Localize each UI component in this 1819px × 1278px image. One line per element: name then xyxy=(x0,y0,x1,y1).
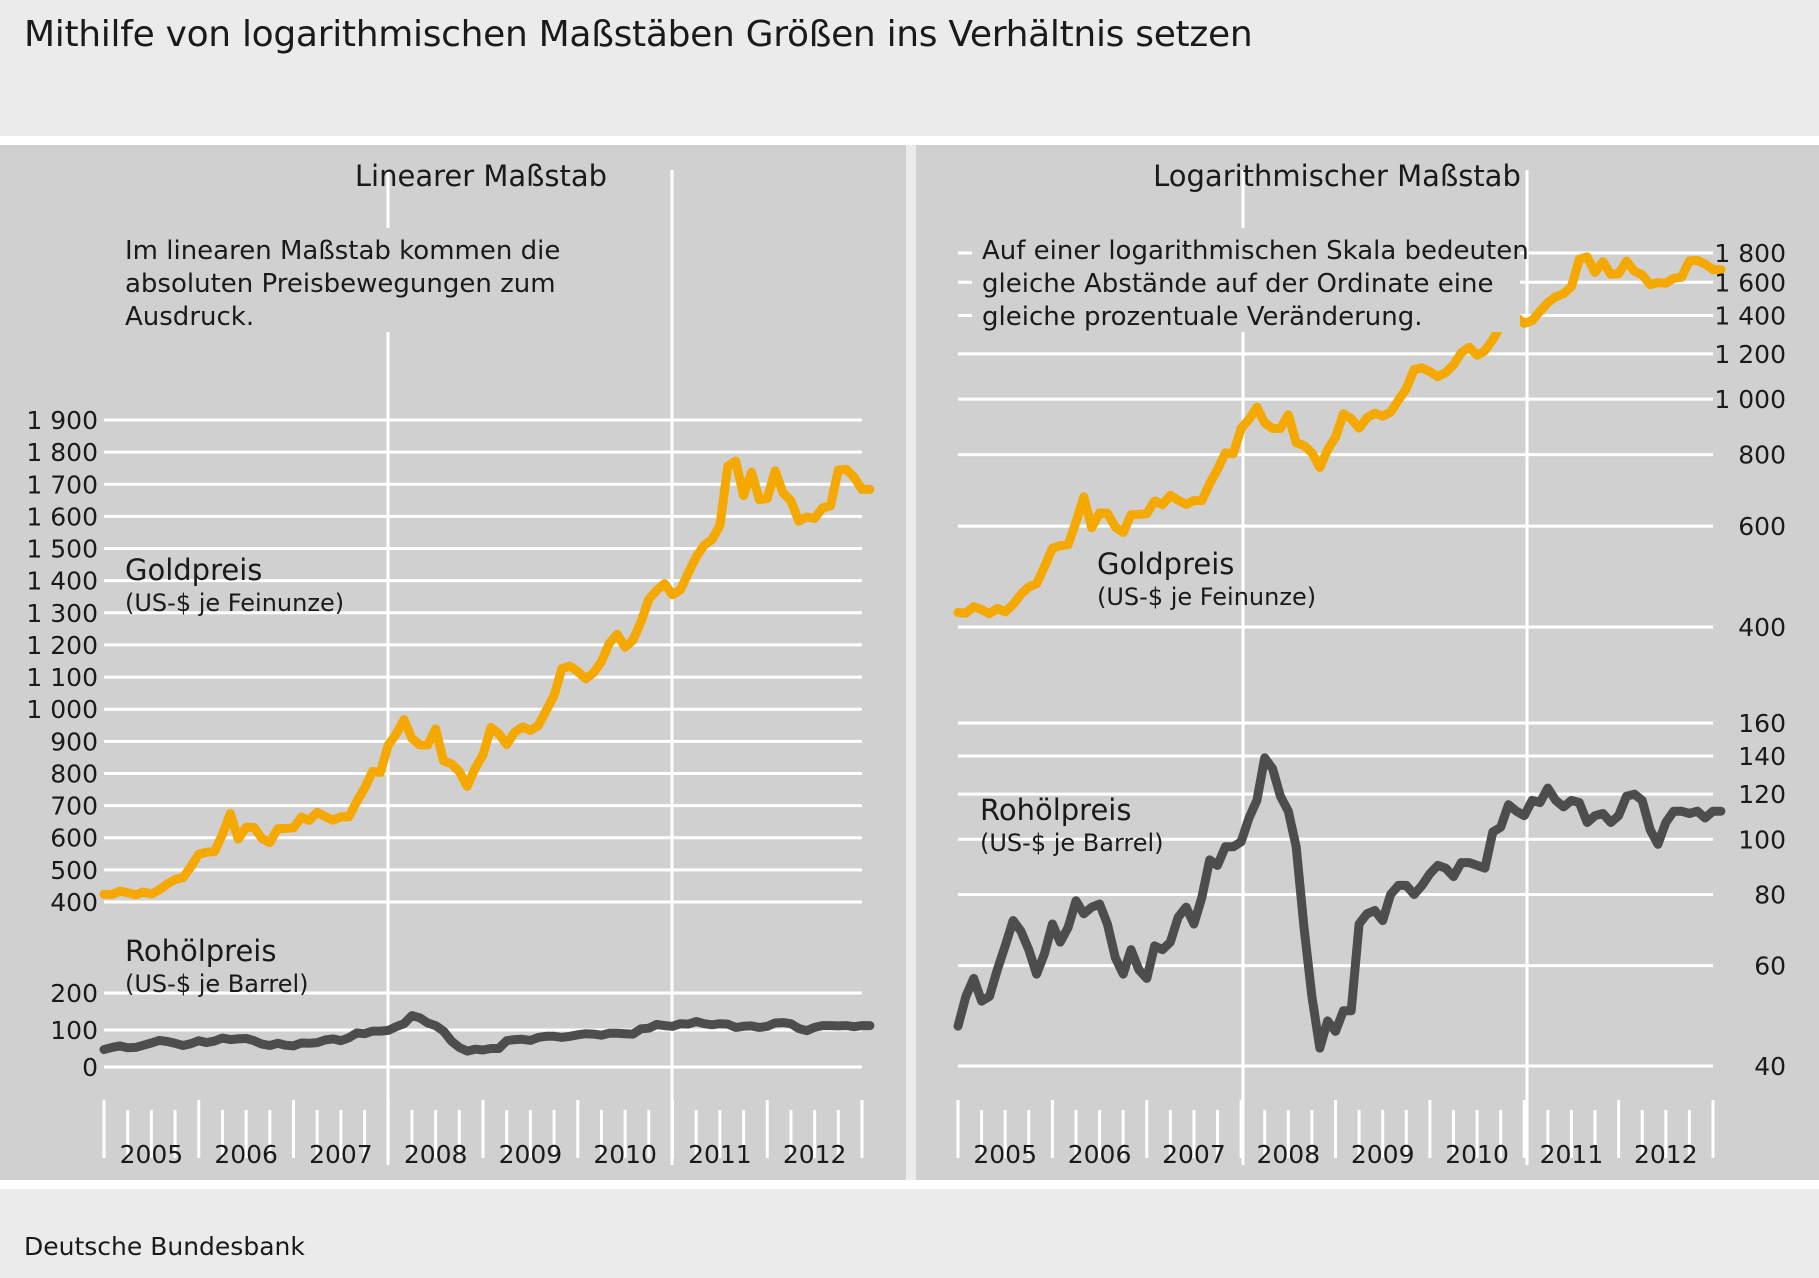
linear-annotation-line-3: Ausdruck. xyxy=(125,302,254,332)
linear-gold-tick-label: 600 xyxy=(50,824,98,853)
source-footer: Deutsche Bundesbank xyxy=(24,1232,305,1261)
linear-year-label: 2005 xyxy=(120,1140,184,1169)
log-oil-tick-label: 80 xyxy=(1754,881,1786,910)
log-gold-line xyxy=(953,252,1726,619)
log-year-label: 2010 xyxy=(1445,1140,1509,1169)
log-gold-tick-label: 400 xyxy=(1738,613,1786,642)
linear-chart-title: Linearer Maßstab xyxy=(355,159,607,193)
linear-year-label: 2009 xyxy=(499,1140,563,1169)
log-oil-unit: (US-$ je Barrel) xyxy=(980,829,1164,857)
log-oil-label: Rohölpreis xyxy=(980,793,1131,827)
log-annotation-line-2: gleiche Abstände auf der Ordinate eine xyxy=(982,269,1493,299)
log-gold-unit: (US-$ je Feinunze) xyxy=(1097,583,1316,611)
linear-year-label: 2012 xyxy=(783,1140,847,1169)
log-year-label: 2007 xyxy=(1162,1140,1226,1169)
log-gold-tick-label: 1 000 xyxy=(1714,385,1786,414)
log-year-label: 2006 xyxy=(1068,1140,1132,1169)
log-annotation-line-3: gleiche prozentuale Veränderung. xyxy=(982,302,1423,332)
log-gold-label: Goldpreis xyxy=(1097,547,1234,581)
log-year-label: 2009 xyxy=(1351,1140,1415,1169)
linear-gold-line xyxy=(99,456,875,900)
linear-gold-label: Goldpreis xyxy=(125,553,262,587)
linear-year-label: 2008 xyxy=(404,1140,468,1169)
linear-title-bg xyxy=(340,155,618,197)
linear-oil-label: Rohölpreis xyxy=(125,934,276,968)
linear-oil-tick-label: 200 xyxy=(50,979,98,1008)
log-chart-title: Logarithmischer Maßstab xyxy=(1153,159,1521,193)
linear-gold-tick-label: 1 300 xyxy=(26,599,98,628)
log-annotation-bg xyxy=(972,228,1520,332)
log-year-label: 2012 xyxy=(1634,1140,1698,1169)
log-annotation-line-1: Auf einer logarithmischen Skala bedeuten xyxy=(982,236,1529,266)
linear-year-label: 2010 xyxy=(593,1140,657,1169)
log-gold-tick-label: 1 800 xyxy=(1714,239,1786,268)
log-oil-tick-label: 140 xyxy=(1738,742,1786,771)
log-oil-tick-label: 60 xyxy=(1754,952,1786,981)
linear-gold-tick-label: 1 100 xyxy=(26,663,98,692)
log-year-label: 2005 xyxy=(973,1140,1037,1169)
linear-oil-unit: (US-$ je Barrel) xyxy=(125,970,309,998)
linear-gold-tick-label: 1 200 xyxy=(26,631,98,660)
linear-oil-tick-label: 0 xyxy=(82,1053,98,1082)
log-gold-tick-label: 800 xyxy=(1738,441,1786,470)
log-oil-tick-label: 100 xyxy=(1738,825,1786,854)
linear-gold-tick-label: 400 xyxy=(50,888,98,917)
linear-gold-unit: (US-$ je Feinunze) xyxy=(125,589,344,617)
log-gold-tick-label: 600 xyxy=(1738,512,1786,541)
linear-gold-tick-label: 500 xyxy=(50,856,98,885)
linear-gold-tick-label: 700 xyxy=(50,792,98,821)
linear-annotation-bg xyxy=(115,228,565,332)
log-year-label: 2011 xyxy=(1540,1140,1604,1169)
linear-year-label: 2011 xyxy=(688,1140,752,1169)
linear-gold-tick-label: 800 xyxy=(50,759,98,788)
log-oil-tick-label: 160 xyxy=(1738,709,1786,738)
page-title: Mithilfe von logarithmischen Maßstäben G… xyxy=(24,14,1253,55)
linear-year-label: 2007 xyxy=(309,1140,373,1169)
log-year-label: 2008 xyxy=(1257,1140,1321,1169)
linear-gold-tick-label: 900 xyxy=(50,727,98,756)
linear-oil-tick-label: 100 xyxy=(50,1016,98,1045)
log-oil-tick-label: 40 xyxy=(1754,1052,1786,1081)
log-gold-tick-label: 1 400 xyxy=(1714,301,1786,330)
bottom-divider xyxy=(0,1180,1819,1189)
log-gold-tick-label: 1 200 xyxy=(1714,340,1786,369)
log-oil-line xyxy=(953,753,1726,1053)
linear-gold-tick-label: 1 000 xyxy=(26,695,98,724)
linear-annotation-line-1: Im linearen Maßstab kommen die xyxy=(125,236,560,266)
linear-gold-tick-label: 1 800 xyxy=(26,438,98,467)
linear-gold-tick-label: 1 700 xyxy=(26,470,98,499)
linear-gold-tick-label: 1 900 xyxy=(26,406,98,435)
top-divider xyxy=(0,136,1819,145)
log-oil-tick-label: 120 xyxy=(1738,780,1786,809)
linear-annotation-line-2: absoluten Preisbewegungen zum xyxy=(125,269,556,299)
linear-year-label: 2006 xyxy=(214,1140,278,1169)
linear-gold-tick-label: 1 600 xyxy=(26,502,98,531)
linear-gold-tick-label: 1 400 xyxy=(26,567,98,596)
log-gold-tick-label: 1 600 xyxy=(1714,268,1786,297)
linear-oil-line xyxy=(99,1011,875,1056)
linear-gold-tick-label: 1 500 xyxy=(26,535,98,564)
